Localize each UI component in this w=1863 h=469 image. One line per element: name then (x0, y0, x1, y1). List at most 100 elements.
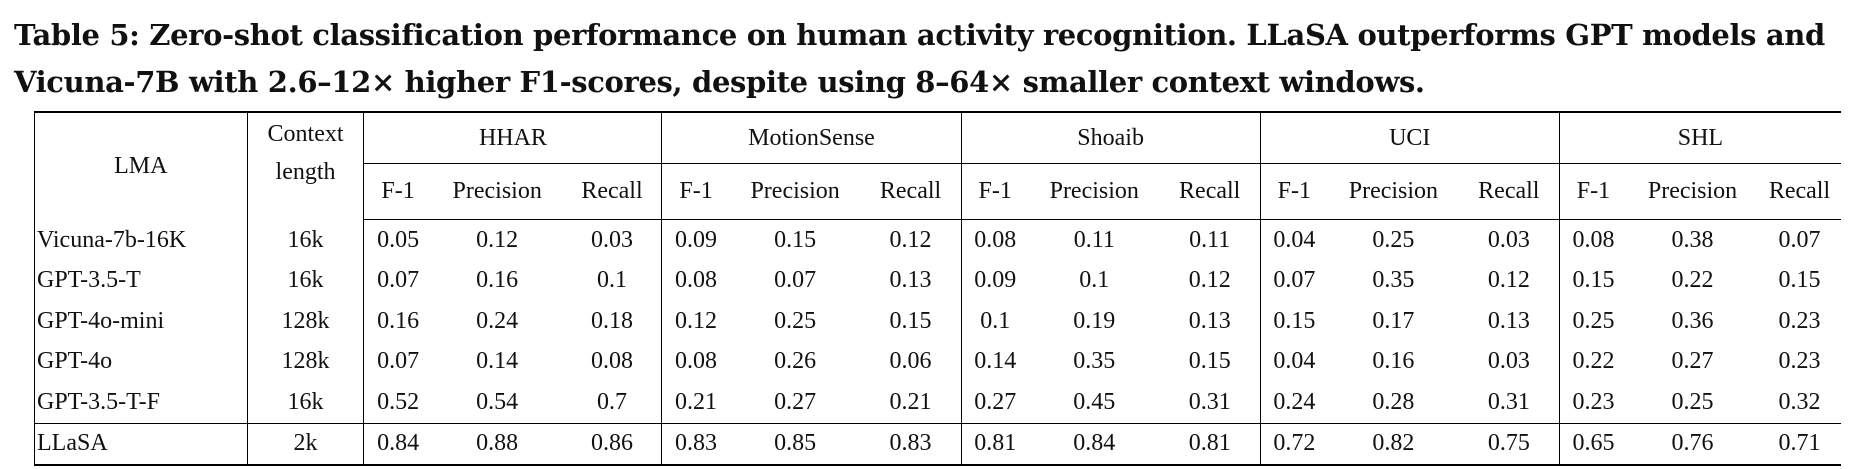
score-cell-shoaib-precision: 0.19 (1073, 307, 1116, 334)
context-length-cell: 128k (247, 341, 365, 382)
score-cell-shoaib-recall: 0.15 (1159, 341, 1261, 382)
header-shoaib-precision: Precision (1028, 163, 1160, 220)
caption-line-2: Vicuna-7B with 2.6–12× higher F1-scores,… (14, 65, 1425, 99)
score-cell-shoaib-precision: 0.1 (1079, 267, 1110, 294)
score-cell-shoaib-f1: 0.08 (974, 226, 1017, 253)
score-cell-hhar-recall: 0.7 (562, 382, 663, 423)
score-cell-shl-recall: 0.15 (1778, 267, 1821, 294)
score-cell-motionsense-recall: 0.83 (860, 422, 962, 466)
score-cell-motionsense-precision: 0.07 (774, 267, 817, 294)
header-dataset-shl: SHL (1559, 111, 1841, 164)
header-lma: LMA (34, 111, 248, 220)
score-cell-motionsense-recall: 0.06 (860, 341, 962, 382)
score-cell-uci-f1: 0.07 (1273, 267, 1316, 294)
score-cell-uci-recall: 0.03 (1458, 219, 1560, 261)
score-cell-shl-f1: 0.65 (1559, 422, 1628, 466)
header-shoaib-recall: Recall (1159, 163, 1261, 220)
score-cell-uci-f1: 0.15 (1273, 307, 1316, 334)
score-cell-motionsense-f1: 0.08 (675, 267, 718, 294)
header-dataset-uci: UCI (1260, 111, 1560, 164)
header-hhar-recall: Recall (562, 163, 663, 220)
score-cell-uci-f1: 0.72 (1260, 422, 1328, 466)
table-row: LLaSA 2k 0.84 0.88 0.86 0.83 0.85 0.83 0.81 0.84 0… (34, 422, 1841, 466)
score-cell-motionsense-f1: 0.09 (675, 226, 718, 253)
score-cell-shl-f1: 0.25 (1572, 307, 1615, 334)
score-cell-hhar-f1: 0.05 (377, 226, 420, 253)
score-cell-hhar-recall: 0.18 (562, 301, 663, 342)
score-cell-shl-f1: 0.23 (1572, 388, 1615, 415)
score-cell-shl-precision: 0.22 (1671, 267, 1714, 294)
context-length-cell: 2k (247, 422, 365, 466)
score-cell-motionsense-precision: 0.15 (774, 226, 817, 253)
score-cell-uci-f1: 0.04 (1273, 226, 1316, 253)
header-row-datasets: LMA Context length HHAR MotionSense Shoa… (34, 111, 1841, 220)
table-caption: Table 5: Zero-shot classification perfor… (14, 12, 1854, 106)
score-cell-uci-precision: 0.28 (1372, 388, 1415, 415)
context-length-cell: 16k (247, 382, 365, 423)
score-cell-shoaib-precision: 0.45 (1073, 388, 1116, 415)
score-cell-motionsense-recall: 0.21 (860, 382, 962, 423)
table-row: GPT-4o-mini 128k 0.16 0.24 0.18 0.12 0.25 0.15 0… (34, 301, 1842, 342)
score-cell-motionsense-f1: 0.21 (675, 388, 718, 415)
score-cell-shoaib-recall: 0.11 (1159, 219, 1261, 261)
context-length-cell: 16k (247, 219, 365, 261)
score-cell-shoaib-f1: 0.09 (974, 267, 1017, 294)
table-row: Vicuna-7b-16K 16k 0.05 0.12 0.03 0.09 0.15 0.12… (34, 219, 1842, 261)
header-shl-precision: Precision (1627, 163, 1758, 220)
score-cell-hhar-precision: 0.88 (431, 422, 563, 466)
score-cell-hhar-recall: 0.08 (562, 341, 663, 382)
score-cell-uci-precision: 0.17 (1372, 307, 1415, 334)
score-cell-hhar-recall: 0.1 (562, 260, 663, 301)
header-motionsense-recall: Recall (860, 163, 962, 220)
score-cell-shl-recall: 0.23 (1778, 307, 1821, 334)
score-cell-motionsense-precision: 0.26 (774, 348, 817, 375)
score-cell-shl-precision: 0.25 (1671, 388, 1714, 415)
table-row: GPT-4o 128k 0.07 0.14 0.08 0.08 0.26 0.06 0.14 0.… (34, 341, 1842, 382)
caption-line-1: Table 5: Zero-shot classification perfor… (14, 18, 1825, 52)
header-motionsense-f1: F-1 (661, 163, 730, 220)
score-cell-uci-f1: 0.24 (1273, 388, 1316, 415)
score-cell-uci-recall: 0.31 (1458, 382, 1560, 423)
header-uci-recall: Recall (1458, 163, 1560, 220)
header-shl-recall: Recall (1757, 163, 1841, 220)
score-cell-shl-f1: 0.08 (1572, 226, 1615, 253)
model-name-cell: GPT-3.5-T-F (34, 382, 248, 423)
header-shoaib-f1: F-1 (961, 163, 1029, 220)
score-cell-motionsense-f1: 0.12 (675, 307, 718, 334)
score-cell-shoaib-recall: 0.81 (1159, 422, 1261, 466)
score-cell-motionsense-precision: 0.85 (729, 422, 861, 466)
table-row: GPT-3.5-T 16k 0.07 0.16 0.1 0.08 0.07 0.13 0.09 0… (34, 260, 1842, 301)
score-cell-uci-f1: 0.04 (1273, 348, 1316, 375)
score-cell-shoaib-recall: 0.31 (1159, 382, 1261, 423)
results-table: LMA Context length HHAR MotionSense Shoa… (34, 111, 1841, 466)
score-cell-shl-f1: 0.22 (1572, 348, 1615, 375)
header-context: Context length (247, 111, 365, 220)
score-cell-hhar-f1: 0.07 (377, 267, 420, 294)
score-cell-shoaib-precision: 0.11 (1073, 226, 1115, 253)
context-length-cell: 128k (247, 301, 365, 342)
score-cell-uci-recall: 0.03 (1458, 341, 1560, 382)
score-cell-shl-precision: 0.36 (1671, 307, 1714, 334)
score-cell-uci-recall: 0.75 (1458, 422, 1560, 466)
score-cell-shl-precision: 0.76 (1627, 422, 1758, 466)
score-cell-shl-precision: 0.27 (1671, 348, 1714, 375)
score-cell-shoaib-f1: 0.1 (980, 307, 1011, 334)
header-dataset-hhar: HHAR (363, 111, 663, 164)
model-name-cell: Vicuna-7b-16K (34, 219, 248, 261)
score-cell-hhar-precision: 0.16 (476, 267, 519, 294)
header-context-line2: length (275, 159, 336, 185)
score-cell-hhar-precision: 0.12 (476, 226, 519, 253)
score-cell-shoaib-recall: 0.12 (1159, 260, 1261, 301)
header-dataset-shoaib: Shoaib (961, 111, 1261, 164)
header-shl-f1: F-1 (1559, 163, 1628, 220)
score-cell-shoaib-f1: 0.81 (961, 422, 1029, 466)
score-cell-uci-precision: 0.82 (1327, 422, 1459, 466)
score-cell-motionsense-f1: 0.83 (661, 422, 730, 466)
header-row-metrics: F-1 Precision Recall F-1 Precision Recall F-1 P… (35, 163, 1841, 220)
score-cell-shoaib-precision: 0.84 (1028, 422, 1160, 466)
header-hhar-f1: F-1 (363, 163, 432, 220)
header-uci-precision: Precision (1327, 163, 1459, 220)
model-name-cell: GPT-4o (34, 341, 248, 382)
score-cell-shl-recall: 0.07 (1778, 226, 1821, 253)
header-uci-f1: F-1 (1260, 163, 1328, 220)
